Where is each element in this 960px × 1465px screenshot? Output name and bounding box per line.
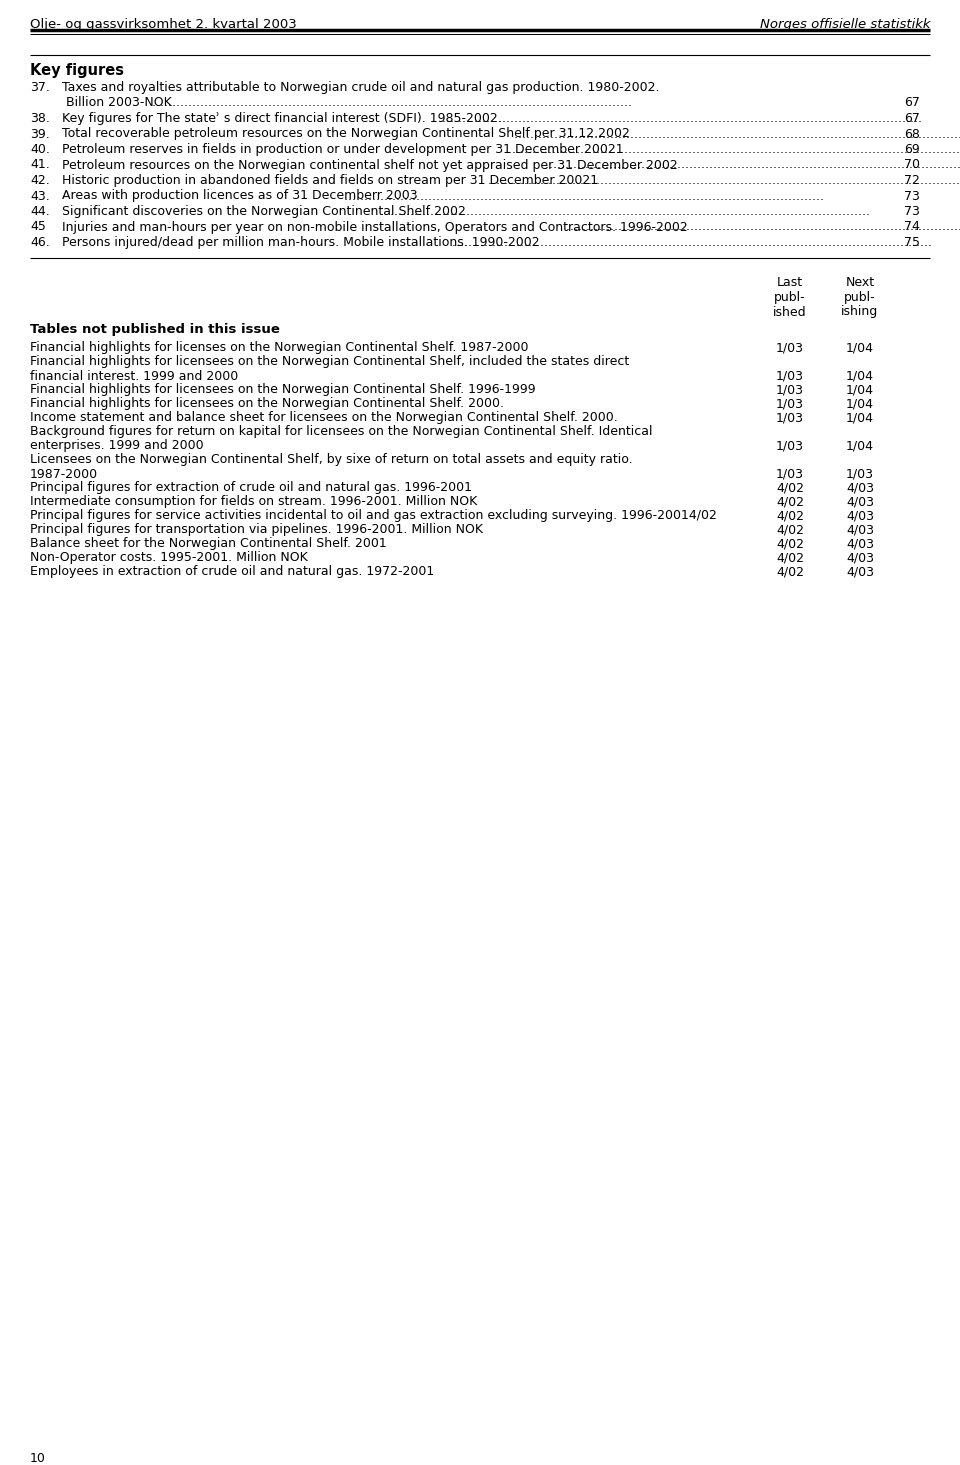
Text: 1/04: 1/04: [846, 412, 874, 425]
Text: 4/03: 4/03: [846, 510, 874, 523]
Text: Balance sheet for the Norwegian Continental Shelf. 2001: Balance sheet for the Norwegian Continen…: [30, 538, 387, 551]
Text: Total recoverable petroleum resources on the Norwegian Continental Shelf per 31.: Total recoverable petroleum resources on…: [62, 127, 630, 141]
Text: ................................................................................: ........................................…: [510, 127, 960, 141]
Text: 4/03: 4/03: [846, 482, 874, 495]
Text: 68: 68: [904, 127, 920, 141]
Text: 4/02: 4/02: [776, 551, 804, 564]
Text: Principal figures for service activities incidental to oil and gas extraction ex: Principal figures for service activities…: [30, 510, 717, 523]
Text: Key figures: Key figures: [30, 63, 124, 78]
Text: 73: 73: [904, 205, 920, 218]
Text: 67: 67: [904, 97, 920, 110]
Text: Areas with production licences as of 31 Decemberr 2003: Areas with production licences as of 31 …: [62, 189, 418, 202]
Text: 1/03: 1/03: [776, 412, 804, 425]
Text: Olje- og gassvirksomhet 2. kvartal 2003: Olje- og gassvirksomhet 2. kvartal 2003: [30, 18, 297, 31]
Text: 45: 45: [30, 221, 46, 233]
Text: Petroleum resources on the Norwegian continental shelf not yet appraised per 31 : Petroleum resources on the Norwegian con…: [62, 158, 678, 171]
Text: ................................................................................: ........................................…: [448, 236, 932, 249]
Text: 75: 75: [904, 236, 920, 249]
Text: Norges offisielle statistikk: Norges offisielle statistikk: [759, 18, 930, 31]
Text: Historic production in abandoned fields and fields on stream per 31 December 200: Historic production in abandoned fields …: [62, 174, 598, 188]
Text: 4/03: 4/03: [846, 538, 874, 551]
Text: 4/02: 4/02: [776, 495, 804, 508]
Text: Key figures for The stateʾ s direct financial interest (SDFI). 1985-2002.: Key figures for The stateʾ s direct fina…: [62, 111, 502, 125]
Text: ................................................................................: ........................................…: [149, 97, 633, 110]
Text: 1/04: 1/04: [846, 384, 874, 397]
Text: 1/04: 1/04: [846, 341, 874, 355]
Text: 1/03: 1/03: [776, 384, 804, 397]
Text: 4/02: 4/02: [776, 523, 804, 536]
Text: 10: 10: [30, 1452, 46, 1465]
Text: Intermediate consumption for fields on stream. 1996-2001. Million NOK: Intermediate consumption for fields on s…: [30, 495, 477, 508]
Text: 74: 74: [904, 221, 920, 233]
Text: Principal figures for extraction of crude oil and natural gas. 1996-2001: Principal figures for extraction of crud…: [30, 482, 472, 495]
Text: ................................................................................: ........................................…: [484, 174, 960, 188]
Text: 38.: 38.: [30, 111, 50, 125]
Text: 4/03: 4/03: [846, 523, 874, 536]
Text: Tables not published in this issue: Tables not published in this issue: [30, 324, 280, 337]
Text: Billion 2003-NOK: Billion 2003-NOK: [66, 97, 172, 110]
Text: 72: 72: [904, 174, 920, 188]
Text: Injuries and man-hours per year on non-mobile installations, Operators and Contr: Injuries and man-hours per year on non-m…: [62, 221, 687, 233]
Text: ................................................................................: ........................................…: [540, 158, 960, 171]
Text: Employees in extraction of crude oil and natural gas. 1972-2001: Employees in extraction of crude oil and…: [30, 565, 434, 579]
Text: 40.: 40.: [30, 144, 50, 155]
Text: 1/03: 1/03: [776, 467, 804, 481]
Text: Principal figures for transportation via pipelines. 1996-2001. Million NOK: Principal figures for transportation via…: [30, 523, 483, 536]
Text: Financial highlights for licenses on the Norwegian Continental Shelf. 1987-2000: Financial highlights for licenses on the…: [30, 341, 529, 355]
Text: Last
publ-
ished: Last publ- ished: [773, 275, 806, 318]
Text: 1/04: 1/04: [846, 440, 874, 453]
Text: 4/03: 4/03: [846, 565, 874, 579]
Text: 1/03: 1/03: [776, 369, 804, 382]
Text: 39.: 39.: [30, 127, 50, 141]
Text: 37.: 37.: [30, 81, 50, 94]
Text: 4/02: 4/02: [776, 482, 804, 495]
Text: Financial highlights for licensees on the Norwegian Continental Shelf. 1996-1999: Financial highlights for licensees on th…: [30, 384, 536, 397]
Text: Significant discoveries on the Norwegian Continental Shelf 2002: Significant discoveries on the Norwegian…: [62, 205, 466, 218]
Text: 1/03: 1/03: [776, 397, 804, 410]
Text: 73: 73: [904, 189, 920, 202]
Text: 4/02: 4/02: [776, 565, 804, 579]
Text: 4/03: 4/03: [846, 551, 874, 564]
Text: Financial highlights for licensees on the Norwegian Continental Shelf, included : Financial highlights for licensees on th…: [30, 356, 629, 369]
Text: 44.: 44.: [30, 205, 50, 218]
Text: ................................................................................: ........................................…: [562, 221, 960, 233]
Text: 42.: 42.: [30, 174, 50, 188]
Text: 1/03: 1/03: [846, 467, 874, 481]
Text: 1/03: 1/03: [776, 341, 804, 355]
Text: financial interest. 1999 and 2000: financial interest. 1999 and 2000: [30, 369, 238, 382]
Text: Background figures for return on kapital for licensees on the Norwegian Continen: Background figures for return on kapital…: [30, 425, 653, 438]
Text: 46.: 46.: [30, 236, 50, 249]
Text: Licensees on the Norwegian Continental Shelf, by sixe of return on total assets : Licensees on the Norwegian Continental S…: [30, 454, 633, 466]
Text: 1/04: 1/04: [846, 397, 874, 410]
Text: Next
publ-
ishing: Next publ- ishing: [841, 275, 878, 318]
Text: ................................................................................: ........................................…: [500, 144, 960, 155]
Text: Income statement and balance sheet for licensees on the Norwegian Continental Sh: Income statement and balance sheet for l…: [30, 412, 617, 425]
Text: Persons injured/dead per million man-hours. Mobile installations. 1990-2002: Persons injured/dead per million man-hou…: [62, 236, 540, 249]
Text: 1/03: 1/03: [776, 440, 804, 453]
Text: 1/04: 1/04: [846, 369, 874, 382]
Text: ................................................................................: ........................................…: [438, 111, 922, 125]
Text: 1987-2000: 1987-2000: [30, 467, 98, 481]
Text: 70: 70: [904, 158, 920, 171]
Text: 4/03: 4/03: [846, 495, 874, 508]
Text: Financial highlights for licensees on the Norwegian Continental Shelf. 2000.: Financial highlights for licensees on th…: [30, 397, 504, 410]
Text: 67: 67: [904, 111, 920, 125]
Text: Petroleum reserves in fields in production or under development per 31 December : Petroleum reserves in fields in producti…: [62, 144, 624, 155]
Text: Non-Operator costs. 1995-2001. Million NOK: Non-Operator costs. 1995-2001. Million N…: [30, 551, 308, 564]
Text: Taxes and royalties attributable to Norwegian crude oil and natural gas producti: Taxes and royalties attributable to Norw…: [62, 81, 660, 94]
Text: 43.: 43.: [30, 189, 50, 202]
Text: 4/02: 4/02: [776, 538, 804, 551]
Text: 69: 69: [904, 144, 920, 155]
Text: ................................................................................: ........................................…: [340, 189, 824, 202]
Text: ................................................................................: ........................................…: [387, 205, 871, 218]
Text: 41.: 41.: [30, 158, 50, 171]
Text: 4/02: 4/02: [776, 510, 804, 523]
Text: enterprises. 1999 and 2000: enterprises. 1999 and 2000: [30, 440, 204, 453]
